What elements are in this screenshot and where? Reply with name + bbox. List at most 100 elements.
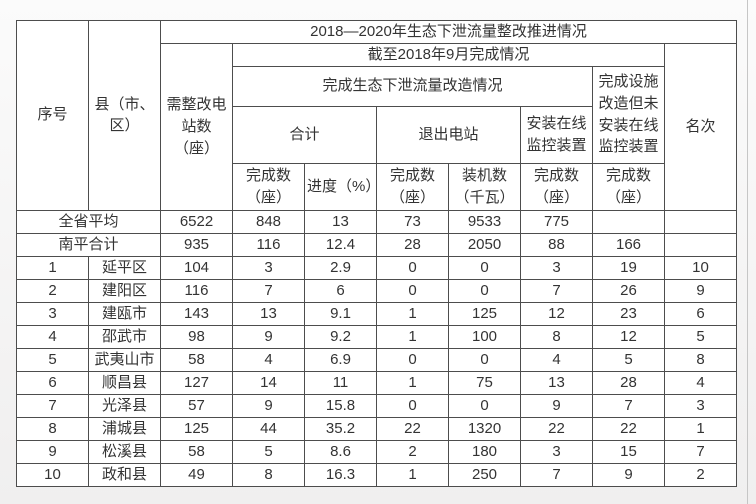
cell-value: 98 <box>160 324 233 349</box>
cell-county: 光泽县 <box>88 393 161 418</box>
cell-value: 2050 <box>448 232 521 257</box>
header-online-monitoring-group: 安装在线监控装置 <box>520 105 593 164</box>
cell-value: 3 <box>664 393 737 418</box>
cell-value: 5 <box>664 324 737 349</box>
cell-value: 1 <box>376 462 449 487</box>
header-online-completed: 完成数（座） <box>520 162 593 211</box>
cell-value: 13 <box>232 301 305 326</box>
table-row: 3 建瓯市 143 13 9.1 1 125 12 23 6 <box>16 301 737 326</box>
cell-value: 7 <box>520 278 593 303</box>
table-row: 5 武夷山市 58 4 6.9 0 0 4 5 8 <box>16 347 737 372</box>
cell-value <box>592 209 665 234</box>
cell-value: 9 <box>232 324 305 349</box>
cell-value: 13 <box>304 209 377 234</box>
cell-value: 9 <box>520 393 593 418</box>
cell-value: 49 <box>160 462 233 487</box>
cell-value: 6 <box>664 301 737 326</box>
header-row-1: 序号 县（市、区） 2018—2020年生态下泄流量整改推进情况 <box>16 20 737 211</box>
cell-value: 1 <box>376 324 449 349</box>
cell-county: 南平合计 <box>16 232 161 257</box>
cell-value: 9.1 <box>304 301 377 326</box>
header-exit-capacity: 装机数（千瓦） <box>448 162 521 211</box>
cell-county: 顺昌县 <box>88 370 161 395</box>
cell-county: 建阳区 <box>88 278 161 303</box>
cell-seq: 9 <box>16 439 89 464</box>
cell-value: 9 <box>664 278 737 303</box>
cell-value <box>664 232 737 257</box>
cell-value: 13 <box>520 370 593 395</box>
cell-value: 0 <box>376 347 449 372</box>
cell-county: 武夷山市 <box>88 347 161 372</box>
cell-value: 8.6 <box>304 439 377 464</box>
header-row-3: 完成生态下泄流量改造情况 完成设施改造但未安装在线监控装置 <box>17 65 737 164</box>
cell-seq: 6 <box>16 370 89 395</box>
cell-seq: 5 <box>16 347 89 372</box>
cell-value: 58 <box>160 347 233 372</box>
cell-value: 125 <box>160 416 233 441</box>
cell-value: 12 <box>592 324 665 349</box>
cell-value: 1320 <box>448 416 521 441</box>
cell-value: 0 <box>376 393 449 418</box>
header-stations-to-rectify: 需整改电站数（座） <box>160 42 233 211</box>
header-exit-completed: 完成数（座） <box>376 162 449 211</box>
cell-value: 11 <box>304 370 377 395</box>
cell-county: 浦城县 <box>88 416 161 441</box>
cell-value: 180 <box>448 439 521 464</box>
cell-value: 9 <box>232 393 305 418</box>
cell-value: 125 <box>448 301 521 326</box>
cell-value: 5 <box>232 439 305 464</box>
cell-value: 1 <box>376 370 449 395</box>
cell-county: 邵武市 <box>88 324 161 349</box>
cell-value: 16.3 <box>304 462 377 487</box>
cell-value: 5 <box>592 347 665 372</box>
header-exited-stations-group: 退出电站 <box>376 105 521 164</box>
cell-value: 10 <box>664 255 737 280</box>
cell-seq: 1 <box>16 255 89 280</box>
table-row-province-average: 全省平均 6522 848 13 73 9533 775 <box>16 209 737 234</box>
cell-value: 0 <box>376 278 449 303</box>
cell-value: 166 <box>592 232 665 257</box>
cell-value: 9 <box>592 462 665 487</box>
cell-value: 8 <box>664 347 737 372</box>
cell-value <box>664 209 737 234</box>
cell-value: 3 <box>232 255 305 280</box>
table-row: 8 浦城县 125 44 35.2 22 1320 22 22 1 <box>16 416 737 441</box>
header-as-of: 截至2018年9月完成情况 <box>232 42 665 67</box>
cell-value: 0 <box>448 278 521 303</box>
cell-value: 4 <box>520 347 593 372</box>
cell-county: 延平区 <box>88 255 161 280</box>
cell-value: 26 <box>592 278 665 303</box>
cell-value: 116 <box>232 232 305 257</box>
cell-value: 88 <box>520 232 593 257</box>
header-total-completed: 完成数（座） <box>232 162 305 211</box>
cell-value: 14 <box>232 370 305 395</box>
cell-value: 28 <box>376 232 449 257</box>
cell-value: 7 <box>664 439 737 464</box>
cell-value: 0 <box>448 347 521 372</box>
cell-value: 23 <box>592 301 665 326</box>
cell-value: 6522 <box>160 209 233 234</box>
cell-value: 12 <box>520 301 593 326</box>
cell-value: 58 <box>160 439 233 464</box>
cell-value: 6 <box>304 278 377 303</box>
cell-value: 3 <box>520 255 593 280</box>
cell-value: 8 <box>232 462 305 487</box>
cell-county: 全省平均 <box>16 209 161 234</box>
cell-value: 57 <box>160 393 233 418</box>
cell-county: 政和县 <box>88 462 161 487</box>
table-row: 4 邵武市 98 9 9.2 1 100 8 12 5 <box>16 324 737 349</box>
cell-value: 2 <box>664 462 737 487</box>
cell-seq: 2 <box>16 278 89 303</box>
cell-value: 7 <box>232 278 305 303</box>
cell-value: 250 <box>448 462 521 487</box>
cell-county: 建瓯市 <box>88 301 161 326</box>
cell-value: 19 <box>592 255 665 280</box>
cell-value: 104 <box>160 255 233 280</box>
cell-value: 2.9 <box>304 255 377 280</box>
cell-value: 848 <box>232 209 305 234</box>
cell-value: 22 <box>592 416 665 441</box>
cell-seq: 8 <box>16 416 89 441</box>
cell-value: 15 <box>592 439 665 464</box>
cell-value: 775 <box>520 209 593 234</box>
